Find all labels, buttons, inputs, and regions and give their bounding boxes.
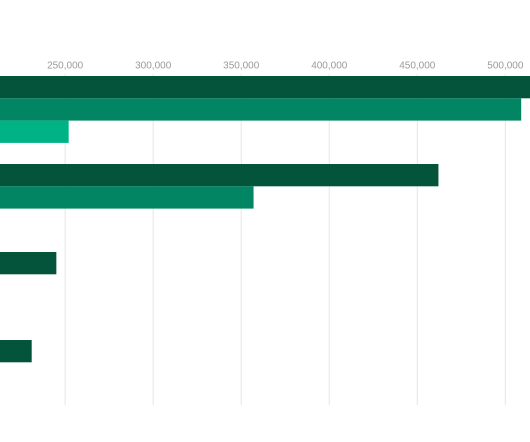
x-tick-label: 400,000 [311,61,348,72]
x-tick-label: 500,000 [487,61,524,72]
bar [0,340,32,363]
x-tick-label: 350,000 [223,61,260,72]
x-tick-label: 300,000 [135,61,172,72]
bar [0,252,57,275]
x-tick-label: 450,000 [399,61,436,72]
x-tick-label: 250,000 [47,61,84,72]
bar [0,120,69,143]
bar [0,164,439,187]
bar [0,76,530,99]
bar [0,98,522,121]
bar [0,186,254,209]
